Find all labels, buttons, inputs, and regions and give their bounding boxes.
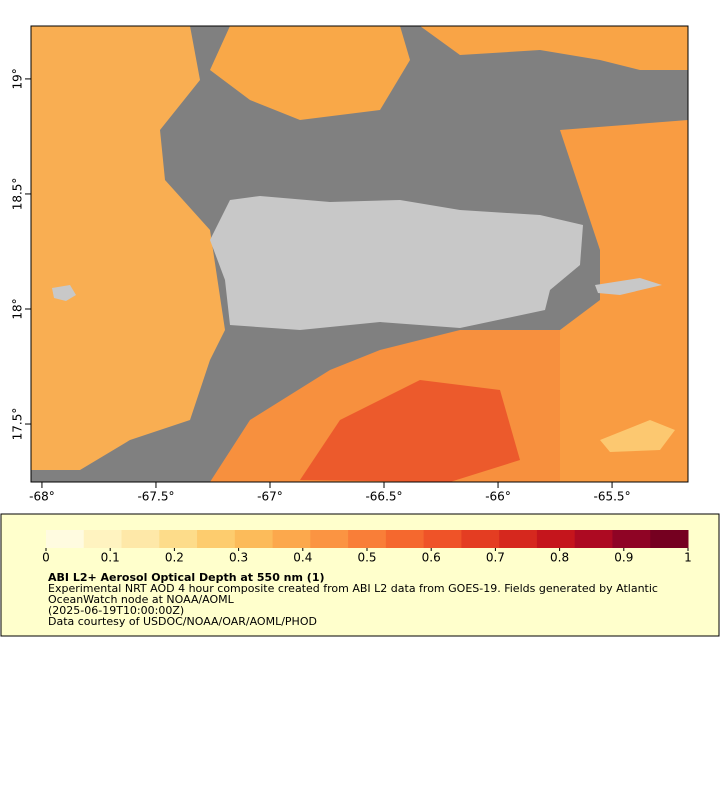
colorbar-swatch	[461, 530, 500, 548]
aod-field	[560, 120, 688, 482]
colorbar-tick-label: 0.6	[422, 551, 441, 565]
colorbar-tick-label: 0.8	[550, 551, 569, 565]
colorbar-tick-label: 0.3	[229, 551, 248, 565]
legend-description: Experimental NRT AOD 4 hour composite cr…	[48, 582, 658, 595]
x-tick-label: -68°	[29, 490, 55, 504]
colorbar-swatch	[612, 530, 651, 548]
aod-field-high	[300, 380, 520, 482]
land-puerto-rico	[210, 196, 583, 330]
colorbar-swatch	[385, 530, 425, 548]
colorbar-swatch	[348, 530, 387, 548]
colorbar-tick-label: 0	[42, 551, 50, 565]
colorbar-tick-label: 0.2	[165, 551, 184, 565]
colorbar-swatch	[650, 530, 689, 548]
colorbar-tick-label: 0.1	[101, 551, 120, 565]
aod-field	[210, 26, 410, 120]
x-tick-label: -65.5°	[594, 490, 631, 504]
colorbar-swatch	[310, 530, 349, 548]
aod-field	[31, 26, 225, 470]
land-vieques	[595, 278, 662, 295]
colorbar-swatch	[574, 530, 613, 548]
colorbar-tick-label: 0.5	[357, 551, 376, 565]
y-tick-label: 18.5°	[11, 178, 25, 211]
land-mona	[52, 285, 76, 301]
colorbar-swatch	[272, 530, 311, 548]
colorbar-swatch	[83, 530, 123, 548]
colorbar-swatch	[121, 530, 160, 548]
colorbar-tick-label: 0.9	[614, 551, 633, 565]
colorbar-swatch	[159, 530, 198, 548]
colorbar-swatch	[197, 530, 236, 548]
y-tick-label: 18°	[11, 298, 25, 319]
x-tick-label: -67.5°	[137, 490, 174, 504]
colorbar-tick-label: 0.4	[293, 551, 312, 565]
legend-description: OceanWatch node at NOAA/AOML	[48, 593, 235, 606]
x-tick-label: -66.5°	[365, 490, 402, 504]
map-plot	[30, 25, 689, 483]
aod-field	[420, 26, 688, 70]
colorbar-swatch	[536, 530, 576, 548]
y-tick-label: 19°	[11, 68, 25, 89]
colorbar-swatch	[499, 530, 538, 548]
colorbar-tick-label: 0.7	[486, 551, 505, 565]
x-tick-label: -66°	[485, 490, 511, 504]
x-tick-label: -67°	[257, 490, 283, 504]
legend-description: Data courtesy of USDOC/NOAA/OAR/AOML/PHO…	[48, 615, 317, 628]
colorbar-swatch	[423, 530, 462, 548]
legend-description: (2025-06-19T10:00:00Z)	[48, 604, 184, 617]
map-frame	[30, 25, 689, 483]
aod-field-low	[600, 420, 675, 452]
colorbar-tick-label: 1	[684, 551, 692, 565]
y-tick-label: 17.5°	[11, 408, 25, 441]
colorbar-swatch	[234, 530, 274, 548]
colorbar-swatch	[46, 530, 85, 548]
legend-title: ABI L2+ Aerosol Optical Depth at 550 nm …	[48, 571, 325, 584]
